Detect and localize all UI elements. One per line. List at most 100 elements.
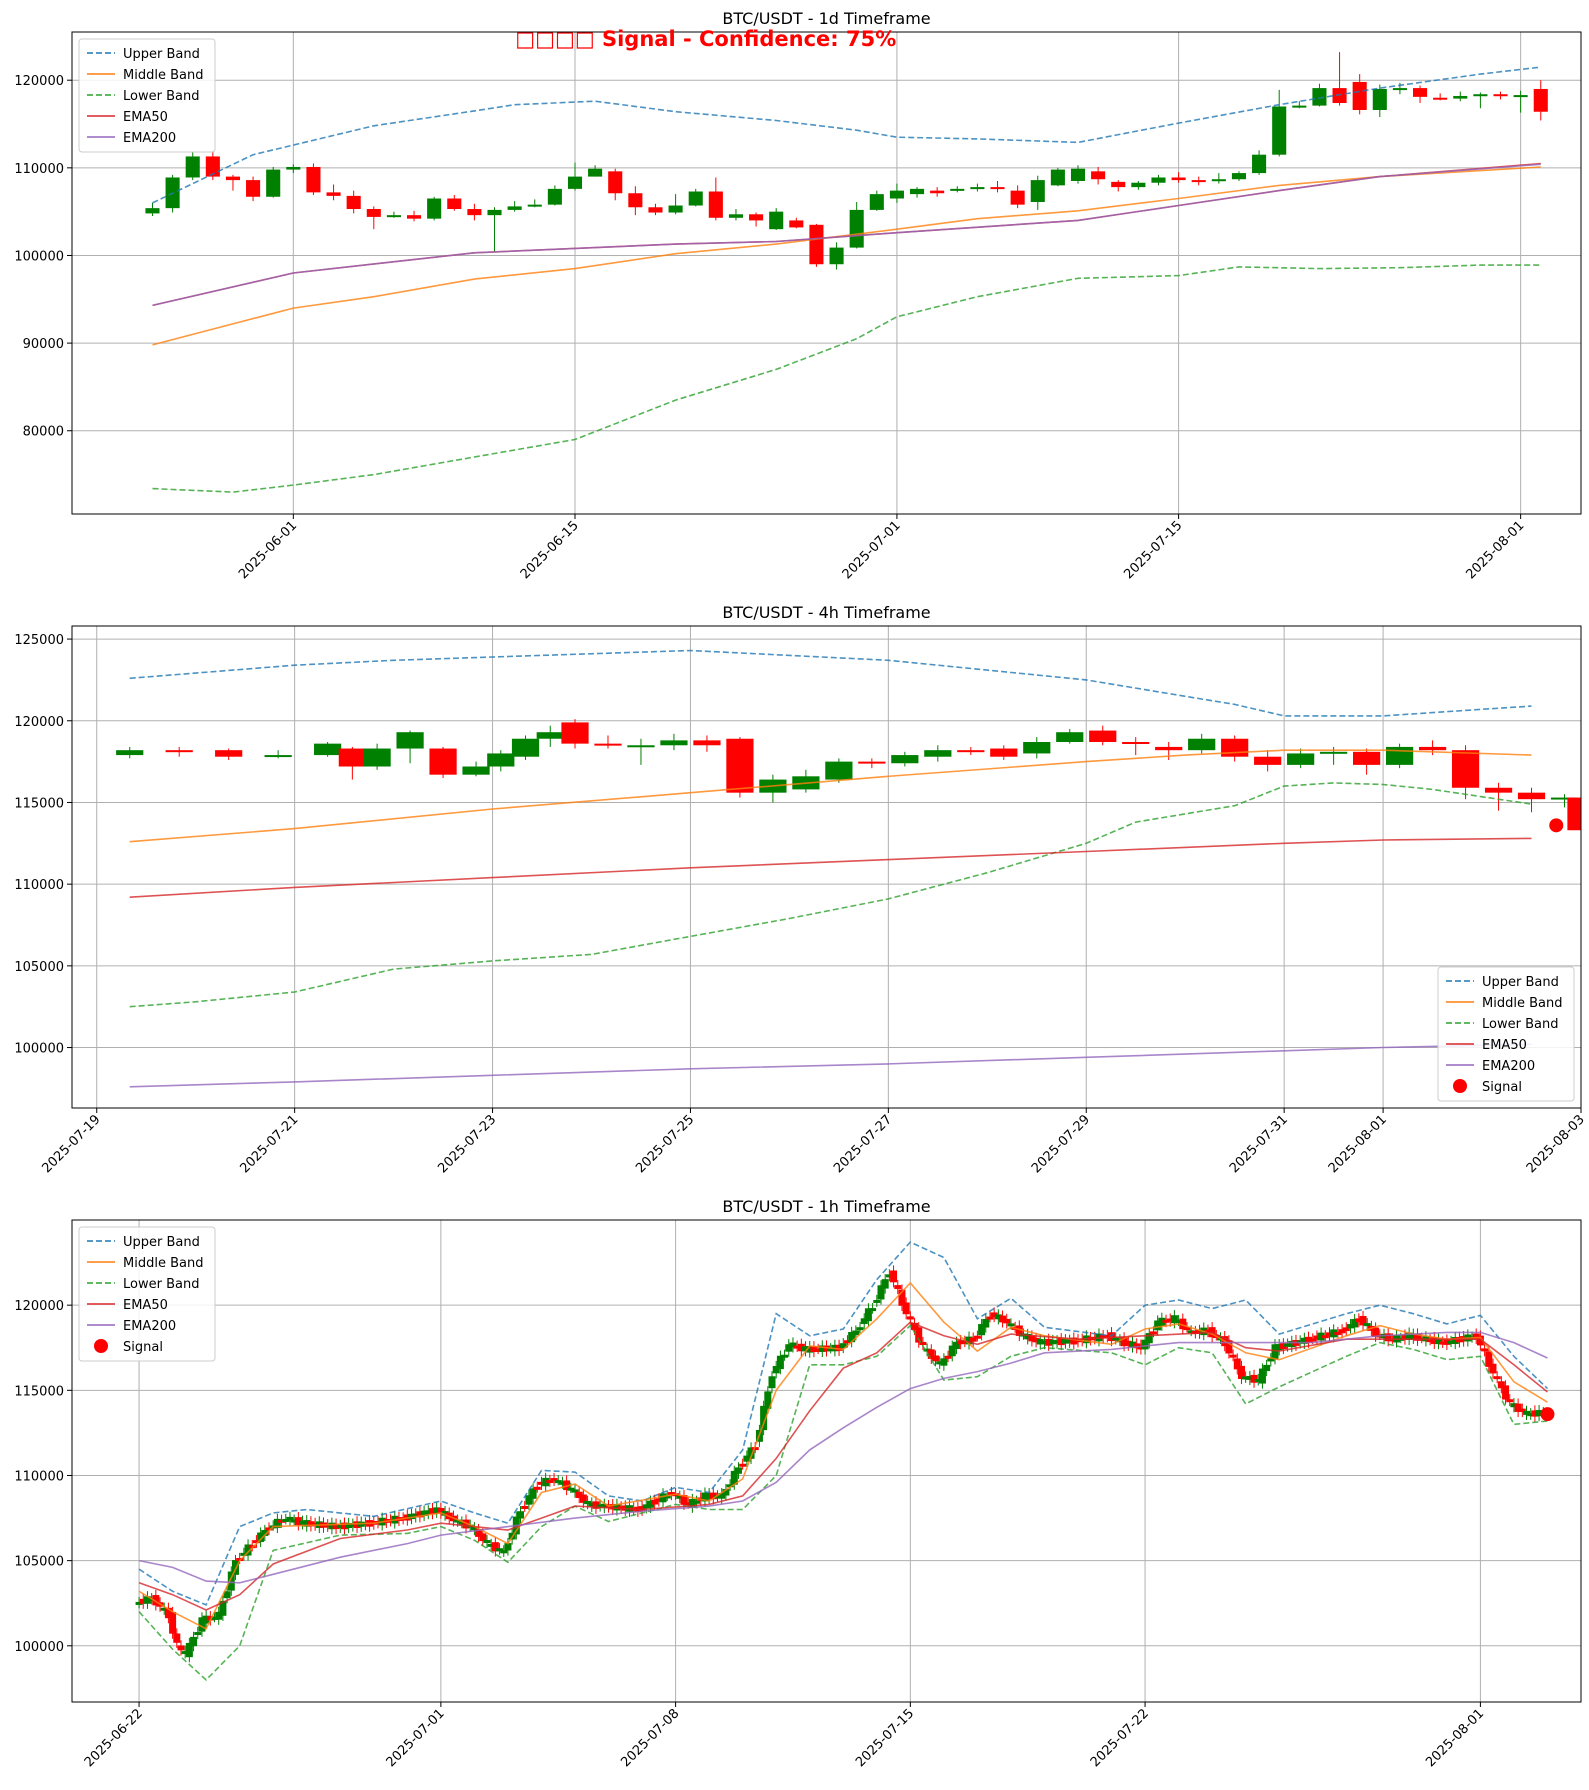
candle-body	[648, 207, 663, 213]
candle-body	[1513, 95, 1528, 98]
candle-body	[873, 1299, 881, 1303]
legend-swatch	[94, 1339, 108, 1353]
candle-body	[789, 1342, 797, 1348]
candle-body	[542, 1477, 550, 1487]
candle-body	[1183, 1327, 1191, 1331]
candle-body	[571, 1489, 579, 1493]
candle-body	[588, 1502, 596, 1507]
candle-body	[1066, 1339, 1074, 1343]
candle-body	[1567, 797, 1581, 831]
candle-body	[396, 732, 424, 749]
candle-body	[1430, 1337, 1438, 1344]
candle-body	[739, 1463, 747, 1467]
candle-body	[252, 1540, 260, 1544]
candle-body	[286, 1516, 294, 1521]
candle-body	[1320, 751, 1348, 754]
plot-area	[145, 52, 1548, 493]
candle-body	[772, 1365, 780, 1374]
candle-body	[957, 1340, 965, 1345]
candle-body	[527, 204, 542, 207]
candle-body	[160, 1607, 168, 1611]
candle-body	[1533, 88, 1548, 112]
candle-body	[1351, 1319, 1359, 1328]
candle-body	[891, 755, 919, 764]
candle-body	[1392, 88, 1407, 91]
legend-box	[78, 38, 216, 153]
candle-body	[266, 169, 281, 197]
candle-body	[1112, 1337, 1120, 1341]
candle-body	[1133, 1343, 1141, 1349]
candle-body	[1481, 1348, 1489, 1352]
candle-body	[1372, 1327, 1380, 1337]
candle-body	[781, 1354, 789, 1358]
series-line-ema50	[129, 837, 1532, 898]
candle-body	[363, 748, 391, 767]
candle-body	[810, 1346, 818, 1353]
legend-label: Middle Band	[123, 68, 203, 83]
candle-body	[608, 171, 623, 194]
candle-body	[1111, 181, 1126, 188]
candle-body	[441, 1511, 449, 1516]
candle-body	[1359, 1315, 1367, 1326]
candle-body	[709, 1492, 717, 1500]
candle-body	[475, 1529, 483, 1537]
candle-body	[1309, 1338, 1317, 1342]
candle-body	[1246, 1375, 1254, 1380]
candle-body	[1179, 1318, 1187, 1330]
candle-body	[994, 1314, 1002, 1320]
candle-body	[303, 1520, 311, 1527]
candle-body	[406, 215, 422, 219]
candle-body	[529, 1488, 537, 1499]
candle-body	[915, 1327, 923, 1343]
candle-body	[714, 1495, 722, 1499]
candle-body	[236, 1557, 244, 1561]
candle-body	[728, 214, 744, 218]
legend-label: Upper Band	[123, 1235, 200, 1250]
candle-body	[219, 1600, 227, 1616]
candle-body	[827, 1348, 835, 1352]
candle-body	[642, 1504, 650, 1509]
candle-body	[885, 1274, 893, 1278]
chart-panel-1d: BTC/USDT - 1d Timeframe 80000 90000 100000 1…	[14, 9, 1582, 582]
candle-body	[924, 750, 952, 757]
candle-body	[408, 1513, 416, 1520]
candle-body	[537, 1481, 545, 1485]
candle-body	[550, 1478, 558, 1482]
candle-body	[139, 1598, 147, 1604]
candle-body	[613, 1503, 621, 1511]
candle-body	[433, 1507, 441, 1513]
candle-body	[1288, 1340, 1296, 1348]
signal-marker	[1549, 818, 1564, 833]
candle-body	[858, 761, 886, 764]
candle-body	[1489, 1363, 1497, 1374]
candle-body	[990, 187, 1005, 190]
legend-label: EMA50	[123, 110, 168, 125]
candle-body	[726, 1484, 734, 1488]
candle-body	[264, 755, 292, 758]
candle-body	[1363, 1323, 1371, 1327]
candle-body	[930, 190, 945, 194]
candle-body	[306, 166, 321, 193]
candle-body	[1061, 1339, 1069, 1344]
candle-body	[345, 1523, 353, 1529]
candle-body	[177, 1645, 185, 1651]
candle-body	[416, 1511, 424, 1518]
candle-body	[693, 740, 721, 746]
candle-body	[240, 1552, 248, 1556]
chart-title: BTC/USDT - 1d Timeframe	[722, 9, 930, 28]
candle-body	[1145, 1333, 1153, 1344]
candle-body	[911, 1322, 919, 1331]
candle-body	[487, 209, 502, 216]
candle-body	[596, 1504, 604, 1508]
candle-body	[458, 1521, 466, 1525]
candle-body	[246, 180, 261, 197]
candle-body	[1493, 1376, 1501, 1380]
candle-body	[726, 738, 754, 793]
candle-body	[307, 1521, 315, 1527]
candle-body	[1252, 154, 1267, 174]
candle-body	[950, 188, 965, 191]
candle-body	[353, 1521, 361, 1528]
candle-body	[1015, 1325, 1023, 1336]
axes-frame	[71, 31, 1582, 515]
